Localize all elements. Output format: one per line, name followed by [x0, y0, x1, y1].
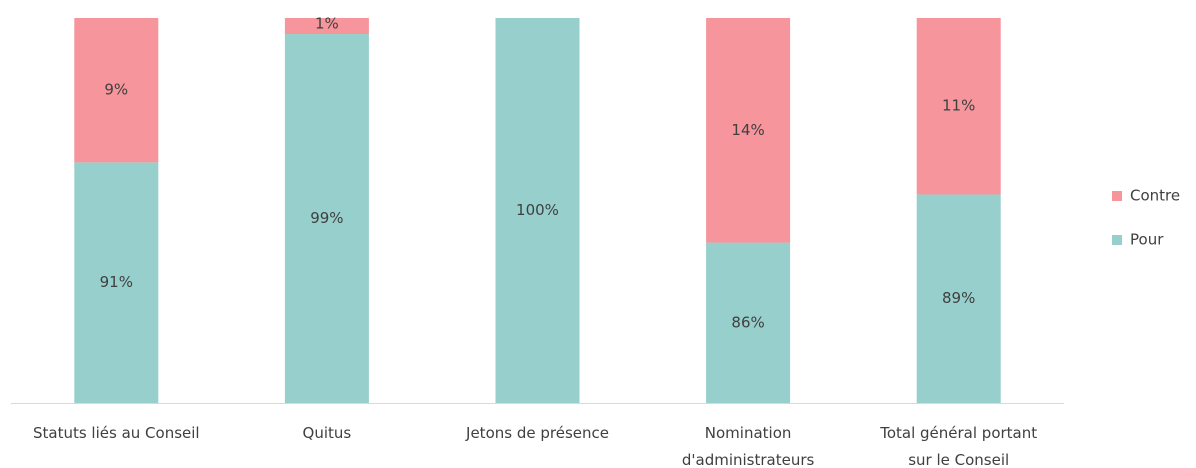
bar-segment [284, 34, 369, 404]
x-tick-label: Quitus [302, 424, 352, 442]
data-label: 86% [731, 313, 764, 331]
data-label: 99% [310, 209, 343, 227]
legend-label: Pour [1130, 231, 1164, 249]
data-label: 11% [942, 97, 975, 115]
data-label: 100% [516, 201, 559, 219]
bar-segment [916, 18, 1001, 195]
x-tick-label: Nomination d'administrateurs [681, 424, 815, 468]
x-tick-label: Statuts liés au Conseil [32, 424, 200, 442]
legend-swatch [1112, 191, 1122, 201]
x-tick-label: Jetons de présence [466, 424, 609, 442]
bar-segment [74, 18, 159, 163]
bar-segment [916, 194, 1001, 403]
bar-segment [706, 18, 791, 243]
x-tick-label: Total général portant sur le Conseil [880, 424, 1038, 468]
bar-segment [284, 18, 369, 35]
data-label: 9% [104, 81, 128, 99]
legend-label: Contre [1130, 187, 1180, 205]
data-label: 1% [315, 15, 339, 33]
legend-swatch [1112, 235, 1122, 245]
data-label: 14% [731, 121, 764, 139]
bar-segment [495, 18, 580, 403]
bar-segment [74, 162, 159, 403]
data-label: 89% [942, 289, 975, 307]
bar-segment [706, 242, 791, 403]
data-label: 91% [100, 273, 133, 291]
